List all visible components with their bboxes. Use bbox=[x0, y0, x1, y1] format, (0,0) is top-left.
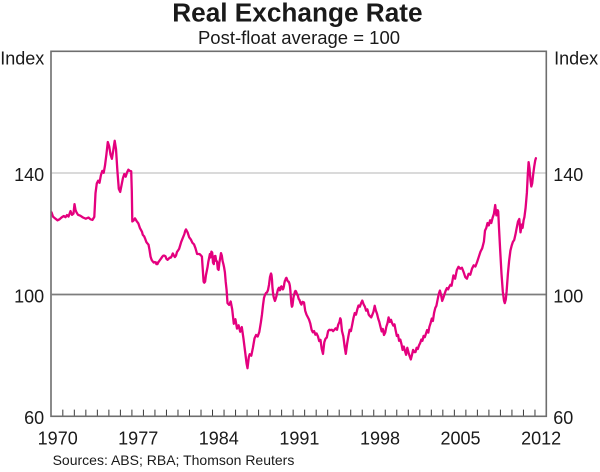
svg-text:1991: 1991 bbox=[279, 428, 319, 448]
svg-text:60: 60 bbox=[553, 408, 573, 428]
svg-text:100: 100 bbox=[553, 286, 583, 306]
svg-text:1970: 1970 bbox=[38, 428, 78, 448]
svg-text:Real Exchange Rate: Real Exchange Rate bbox=[172, 0, 422, 27]
svg-text:1998: 1998 bbox=[360, 428, 400, 448]
svg-text:Post-float average = 100: Post-float average = 100 bbox=[198, 27, 400, 48]
svg-text:Index: Index bbox=[0, 49, 44, 69]
svg-text:2005: 2005 bbox=[440, 428, 480, 448]
svg-text:Sources: ABS; RBA; Thomson Reu: Sources: ABS; RBA; Thomson Reuters bbox=[53, 452, 295, 468]
svg-text:1984: 1984 bbox=[199, 428, 239, 448]
svg-text:1977: 1977 bbox=[118, 428, 158, 448]
svg-text:140: 140 bbox=[553, 165, 583, 185]
svg-text:100: 100 bbox=[14, 286, 44, 306]
svg-text:140: 140 bbox=[14, 165, 44, 185]
svg-text:Index: Index bbox=[554, 49, 598, 69]
svg-text:2012: 2012 bbox=[521, 428, 561, 448]
svg-text:60: 60 bbox=[24, 408, 44, 428]
